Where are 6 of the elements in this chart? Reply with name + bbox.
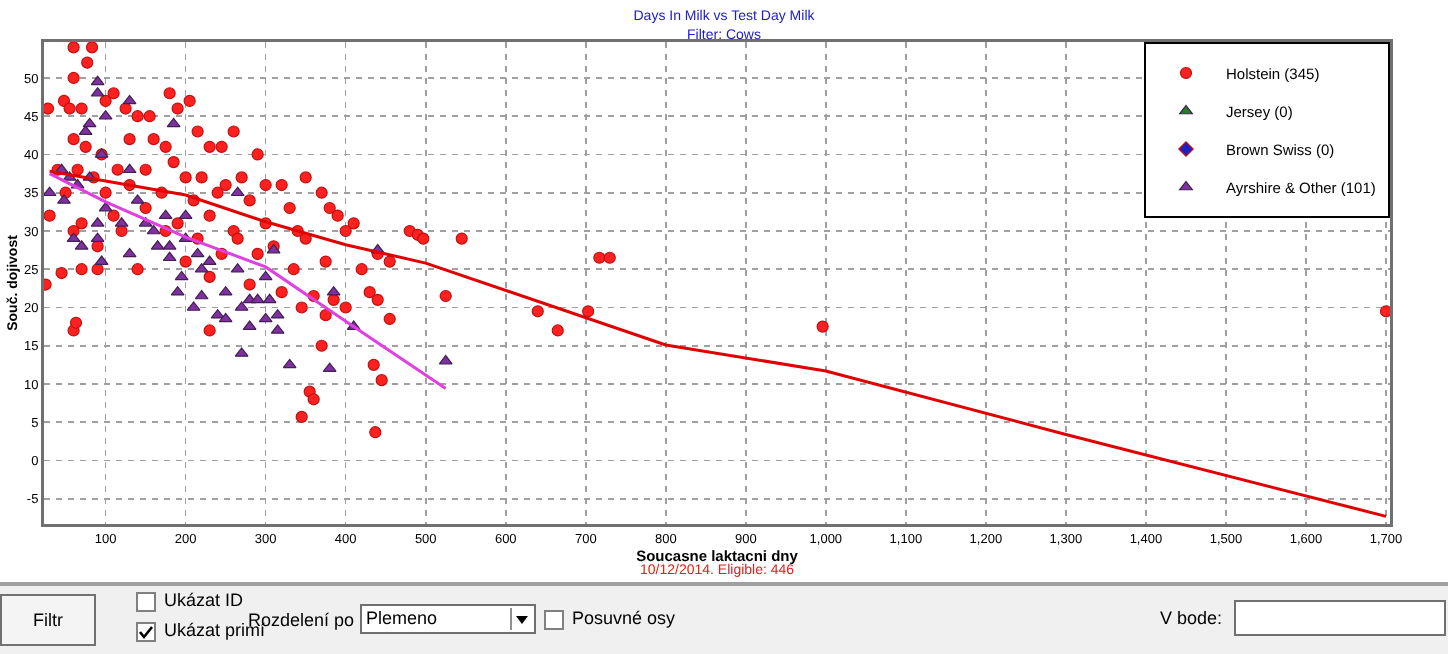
text: Posuvné osy	[570, 608, 676, 630]
text: Rozdelení po	[248, 610, 355, 630]
text: Ukázat ID	[162, 590, 244, 612]
filter-button[interactable]: Filtr	[0, 594, 96, 646]
dropdown[interactable]: Plemeno	[360, 604, 536, 634]
text: V bode:	[1160, 608, 1223, 628]
